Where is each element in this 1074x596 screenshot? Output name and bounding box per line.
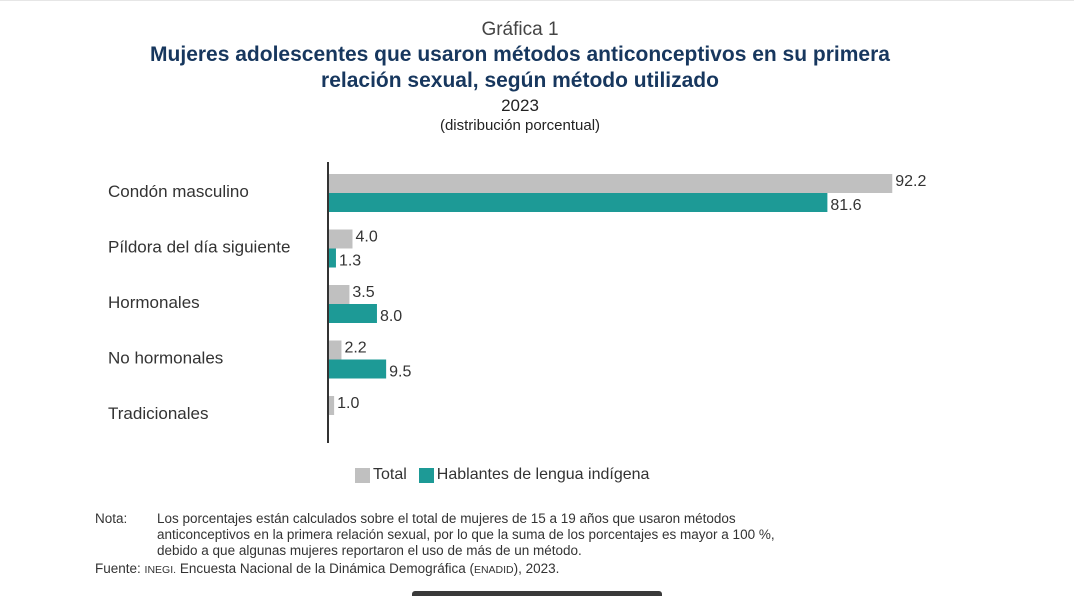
chart-legend: Total Hablantes de lengua indígena — [355, 466, 661, 484]
bar-indigena — [328, 359, 387, 379]
legend-item-indigena: Hablantes de lengua indígena — [418, 466, 650, 484]
bar-indigena — [328, 304, 377, 323]
data-label-indigena: 1.3 — [339, 253, 361, 270]
top-divider — [0, 0, 1074, 1]
bar-total — [328, 229, 353, 249]
note-line-2: anticonceptivos en la primera relación s… — [157, 527, 775, 542]
source-row: Fuente: INEGI. Encuesta Nacional de la D… — [95, 561, 975, 578]
chart-title-line-2: relación sexual, según método utilizado — [321, 69, 719, 92]
data-label-total: 4.0 — [355, 229, 377, 246]
chart-title-line-1: Mujeres adolescentes que usaron métodos … — [150, 43, 890, 66]
bar-total — [328, 174, 893, 193]
data-label-indigena: 9.5 — [389, 364, 411, 381]
source-text-post: ), 2023. — [513, 561, 560, 576]
category-label: Píldora del día siguiente — [108, 238, 290, 257]
data-label-total: 3.5 — [352, 284, 374, 301]
legend-swatch-total — [355, 467, 370, 483]
source-org: INEGI. — [144, 564, 177, 576]
data-label-total: 92.2 — [895, 173, 926, 190]
note-row: Nota: Los porcentajes están calculados s… — [95, 511, 975, 559]
source-abbr: ENADID — [473, 564, 514, 576]
chart-subtitle: (distribución porcentual) — [439, 117, 601, 134]
chart-year: 2023 — [501, 96, 539, 115]
bottom-edge-mark — [412, 591, 662, 596]
legend-swatch-indigena — [418, 467, 434, 483]
data-label-indigena: 8.0 — [380, 308, 402, 325]
bar-indigena — [328, 248, 336, 268]
source-text-pre: Encuesta Nacional de la Dinámica Demográ… — [176, 561, 474, 576]
category-label: Tradicionales — [108, 404, 208, 423]
bar-total — [328, 285, 350, 304]
bar-total — [328, 396, 335, 415]
legend-label-total: Total — [373, 466, 407, 483]
bar-chart: Condón masculino 92.2 81.6 Píldora del día … — [108, 162, 927, 443]
data-label-total: 1.0 — [337, 395, 359, 412]
bar-total — [328, 340, 342, 360]
note-label: Nota: — [95, 511, 128, 526]
chart-header: Gráfica 1 Mujeres adolescentes que usaro… — [0, 18, 1040, 136]
chart-label: Gráfica 1 — [481, 19, 559, 40]
chart-notes: Nota: Los porcentajes están calculados s… — [95, 511, 975, 578]
category-label: No hormonales — [108, 349, 223, 368]
category-label: Condón masculino — [108, 182, 249, 201]
category-label: Hormonales — [108, 293, 200, 312]
source-label: Fuente: — [95, 561, 141, 576]
legend-label-indigena: Hablantes de lengua indígena — [436, 466, 650, 483]
data-label-indigena: 81.6 — [830, 197, 861, 214]
note-line-1: Los porcentajes están calculados sobre e… — [157, 511, 736, 526]
note-text: Los porcentajes están calculados sobre e… — [157, 511, 975, 559]
note-line-3: debido a que algunas mujeres reportaron … — [157, 543, 582, 558]
data-label-total: 2.2 — [344, 340, 366, 357]
bar-indigena — [328, 193, 828, 212]
legend-item-total: Total — [355, 466, 407, 484]
